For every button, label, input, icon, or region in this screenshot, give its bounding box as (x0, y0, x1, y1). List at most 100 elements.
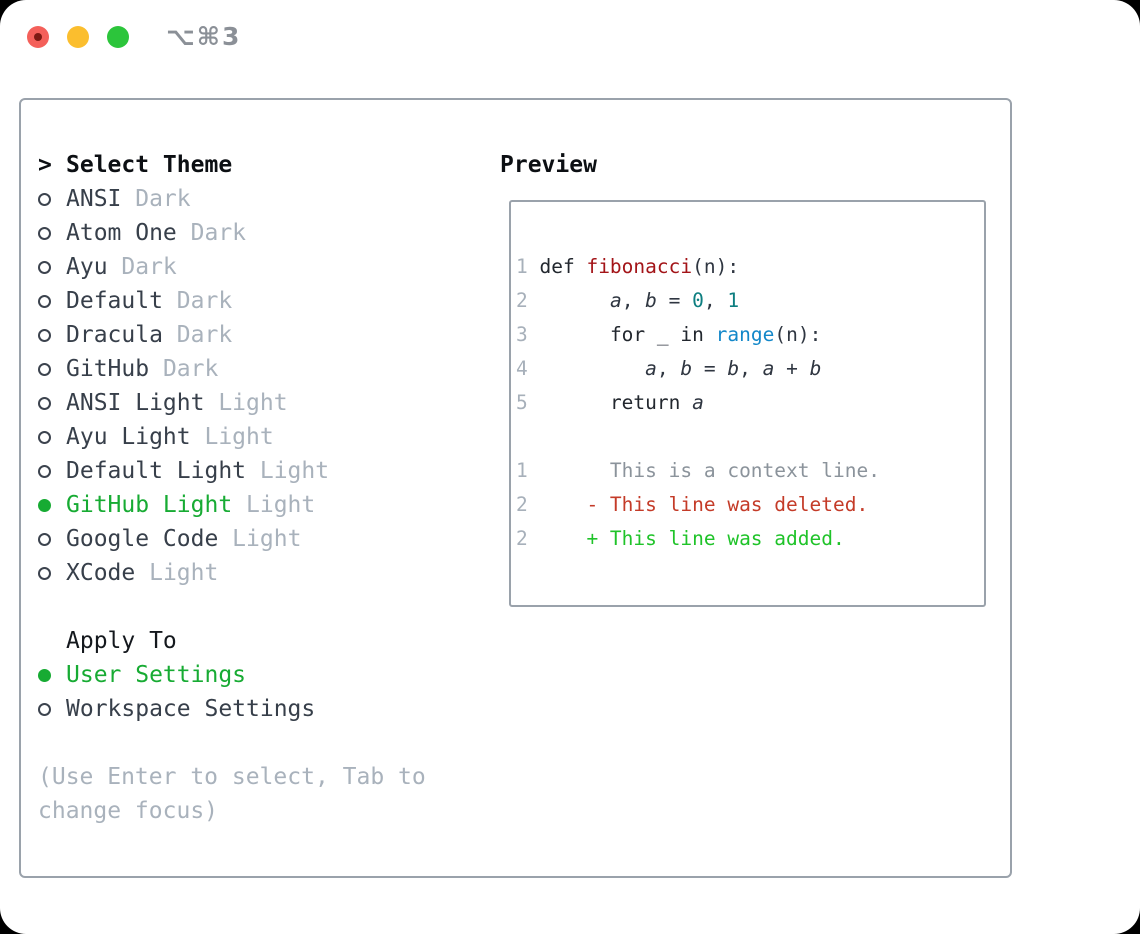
code-segment: fibonacci (586, 255, 693, 278)
diff-line-added: 2 + This line was added. (516, 522, 880, 556)
theme-option-label: GitHub Light (66, 492, 233, 518)
radio-circle-icon (38, 567, 51, 580)
code-segment: + (774, 357, 810, 380)
radio-circle-icon (38, 261, 51, 274)
radio-icon (38, 284, 66, 318)
code-segment: a (609, 289, 622, 312)
radio-icon (38, 182, 66, 216)
theme-option-tag: Dark (149, 356, 219, 382)
theme-option[interactable]: XCode Light (38, 556, 426, 590)
line-number: 2 (516, 289, 540, 312)
theme-list: ANSI Dark Atom One Dark Ayu Dark Default Da… (38, 182, 426, 590)
code-segment: (n): (692, 255, 740, 278)
code-line: 3 for _ in range(n): (516, 318, 880, 352)
radio-icon (38, 658, 66, 692)
code-segment: , (739, 357, 763, 380)
code-segment: b (809, 357, 822, 380)
diff-text: + This line was added. (539, 527, 845, 550)
theme-option[interactable]: Google Code Light (38, 522, 426, 556)
theme-option-label: Atom One (66, 220, 177, 246)
radio-circle-icon (38, 533, 51, 546)
code-segment: range (715, 323, 775, 346)
theme-option-tag: Dark (162, 288, 233, 314)
theme-option-label: Default Light (66, 458, 247, 484)
theme-option[interactable]: ANSI Dark (38, 182, 426, 216)
apply-to-option[interactable]: Workspace Settings (38, 692, 426, 726)
code-segment (539, 391, 609, 414)
line-number: 2 (516, 493, 540, 516)
radio-icon (38, 454, 66, 488)
theme-option[interactable]: Ayu Light Light (38, 420, 426, 454)
theme-option[interactable]: GitHub Dark (38, 352, 426, 386)
line-number: 1 (516, 255, 540, 278)
code-segment: for (609, 323, 646, 346)
apply-to-option[interactable]: User Settings (38, 658, 426, 692)
radio-icon (38, 250, 66, 284)
theme-option-tag: Dark (176, 220, 247, 246)
theme-option[interactable]: Dracula Dark (38, 318, 426, 352)
code-segment: return (609, 391, 681, 414)
theme-option-label: Google Code (66, 526, 219, 552)
radio-icon (38, 216, 66, 250)
theme-option[interactable]: Default Light Light (38, 454, 426, 488)
code-line: 2 a, b = 0, 1 (516, 284, 880, 318)
theme-option[interactable]: GitHub Light Light (38, 488, 426, 522)
window-title: ⌥⌘3 (166, 22, 242, 51)
apply-to-list: User Settings Workspace Settings (38, 658, 426, 726)
theme-option-tag: Light (246, 458, 330, 484)
code-segment (539, 357, 645, 380)
zoom-button[interactable] (107, 26, 129, 48)
theme-option[interactable]: Ayu Dark (38, 250, 426, 284)
code-line: 5 return a (516, 386, 880, 420)
minimize-button[interactable] (67, 26, 89, 48)
theme-option-tag: Light (135, 560, 219, 586)
line-number: 2 (516, 527, 540, 550)
preview-title: Preview (500, 152, 597, 178)
diff-text: This is a context line. (539, 459, 880, 482)
theme-option-label: Dracula (66, 322, 163, 348)
code-segment: , (621, 289, 646, 312)
line-number: 4 (516, 357, 540, 380)
code-segment: a (692, 391, 704, 414)
code-segment (539, 323, 609, 346)
theme-option[interactable]: Default Dark (38, 284, 426, 318)
line-number: 3 (516, 323, 540, 346)
radio-icon (38, 692, 66, 726)
spacer (38, 726, 426, 760)
code-segment (680, 391, 692, 414)
theme-option[interactable]: ANSI Light Light (38, 386, 426, 420)
radio-icon (38, 386, 66, 420)
code-segment: (n): (774, 323, 822, 346)
apply-to-header: Apply To (38, 624, 426, 658)
close-button[interactable] (27, 26, 49, 48)
apply-to-option-label: Workspace Settings (66, 696, 316, 722)
theme-option-tag: Light (218, 526, 302, 552)
radio-circle-icon (38, 329, 51, 342)
theme-list-header: > Select Theme (38, 148, 426, 182)
theme-option-label: ANSI Light (66, 390, 205, 416)
spacer (516, 420, 880, 454)
theme-option-label: XCode (66, 560, 136, 586)
radio-circle-icon (38, 465, 51, 478)
theme-picker-panel: > Select Theme ANSI Dark Atom One Dark Ayu … (19, 98, 1012, 878)
radio-icon (38, 522, 66, 556)
radio-circle-icon (38, 499, 51, 512)
code-segment: _ (645, 323, 681, 346)
code-segment: 1 (727, 289, 740, 312)
hint-line-1: (Use Enter to select, Tab to (38, 764, 426, 790)
hint-line-2: change focus) (38, 798, 219, 824)
apply-to-title: Apply To (66, 628, 177, 654)
theme-option[interactable]: Atom One Dark (38, 216, 426, 250)
code-segment (704, 323, 716, 346)
radio-icon (38, 556, 66, 590)
diff-line-deleted: 2 - This line was deleted. (516, 488, 880, 522)
code-segment (539, 289, 609, 312)
theme-option-label: Ayu Light (66, 424, 191, 450)
code-segment: b (727, 357, 740, 380)
diff-text: - This line was deleted. (539, 493, 869, 516)
radio-circle-icon (38, 703, 51, 716)
code-segment: a (645, 357, 657, 380)
